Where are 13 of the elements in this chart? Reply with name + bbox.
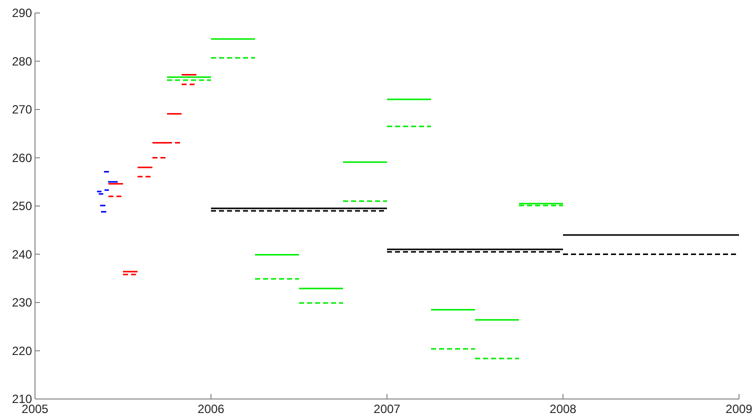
y-tick-label: 270	[12, 102, 32, 117]
y-tick-label: 250	[12, 199, 32, 214]
y-tick-label: 240	[12, 247, 32, 262]
x-tick-label: 2008	[550, 402, 577, 416]
x-tick-label: 2009	[726, 402, 753, 416]
x-tick-label: 2006	[198, 402, 225, 416]
y-tick-label: 230	[12, 296, 32, 310]
y-tick-label: 290	[12, 6, 32, 20]
x-tick-label: 2005	[22, 402, 49, 416]
y-tick-label: 260	[12, 150, 32, 165]
y-tick-label: 280	[12, 54, 32, 68]
y-tick-label: 220	[12, 344, 32, 358]
x-tick-label: 2007	[374, 402, 401, 416]
